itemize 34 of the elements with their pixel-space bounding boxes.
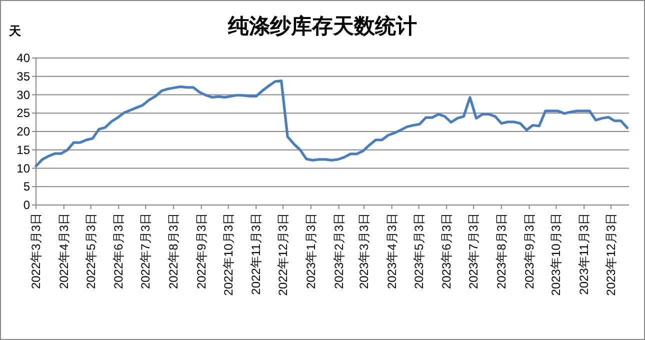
x-tick-label: 2023年5月3日 <box>412 213 426 290</box>
y-tick-label: 20 <box>16 124 30 138</box>
x-tick-label: 2023年9月3日 <box>522 213 536 290</box>
x-tick-label: 2022年7月3日 <box>138 213 153 290</box>
x-tick-label: 2022年10月3日 <box>221 213 236 296</box>
y-tick-label: 0 <box>23 198 30 212</box>
y-tick-label: 35 <box>16 69 30 84</box>
y-tick-label: 40 <box>16 51 30 65</box>
y-tick-label: 5 <box>23 180 30 194</box>
x-tick-label: 2023年3月3日 <box>356 213 371 290</box>
y-axis-title: 天 <box>8 24 22 38</box>
x-tick-label: 2022年5月3日 <box>84 213 98 290</box>
y-tick-label: 25 <box>16 106 30 120</box>
y-tick-label: 10 <box>16 161 30 176</box>
y-tick-label: 15 <box>16 142 30 157</box>
line-series <box>34 79 628 168</box>
x-tick-label: 2022年6月3日 <box>112 213 126 290</box>
x-tick-label: 2023年6月3日 <box>440 213 454 290</box>
x-tick-label: 2022年4月3日 <box>56 213 71 290</box>
x-tick-label: 2023年7月3日 <box>466 213 481 290</box>
x-tick-label: 2023年1月3日 <box>304 213 318 290</box>
x-tick-label: 2022年3月3日 <box>29 213 43 290</box>
x-tick-label: 2022年8月3日 <box>166 213 180 290</box>
x-tick-label: 2023年12月3日 <box>604 213 618 296</box>
x-tick-label: 2023年10月3日 <box>549 213 564 296</box>
x-tick-label: 2022年9月3日 <box>194 213 208 290</box>
x-tick-label: 2023年4月3日 <box>384 213 399 290</box>
chart-title: 纯涤纱库存天数统计 <box>227 14 417 38</box>
y-tick-label: 30 <box>16 88 30 102</box>
x-tick-label: 2022年11月3日 <box>249 213 264 295</box>
x-tick-label: 2023年2月3日 <box>332 213 346 290</box>
x-tick-label: 2022年12月3日 <box>276 213 290 296</box>
x-tick-label: 2023年8月3日 <box>494 213 508 290</box>
x-tick-label: 2023年11月3日 <box>577 213 592 295</box>
